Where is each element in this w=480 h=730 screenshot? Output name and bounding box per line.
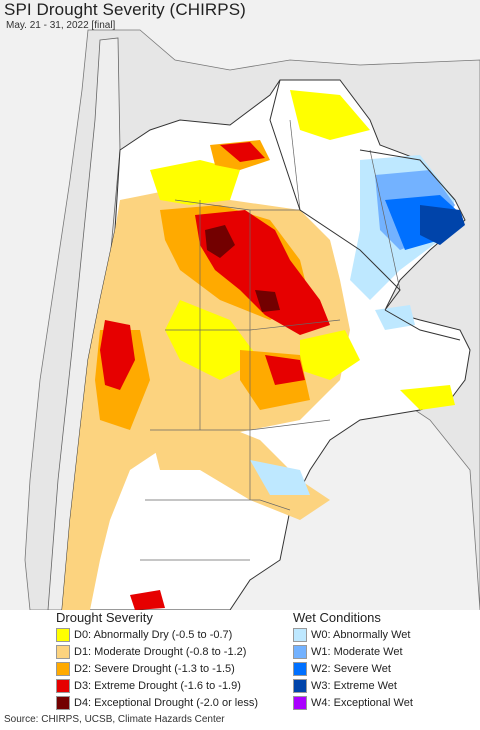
map-subtitle: May. 21 - 31, 2022 [final]: [6, 20, 116, 31]
legend: Drought Severity Wet Conditions D0: Abno…: [0, 610, 480, 710]
drought-map: [0, 0, 480, 610]
legend-label-w1: W1: Moderate Wet: [311, 646, 403, 658]
swatch-w3: [293, 679, 307, 693]
swatch-w1: [293, 645, 307, 659]
w3-region: [420, 205, 465, 245]
drought-legend-title: Drought Severity: [56, 610, 153, 625]
d3-patagonia: [130, 590, 165, 610]
swatch-d0: [56, 628, 70, 642]
legend-label-d3: D3: Extreme Drought (-1.6 to -1.9): [74, 680, 241, 692]
legend-label-d0: D0: Abnormally Dry (-0.5 to -0.7): [74, 629, 233, 641]
d0-north: [150, 160, 240, 205]
legend-item-d4: D4: Exceptional Drought (-2.0 or less): [56, 696, 258, 710]
legend-label-w4: W4: Exceptional Wet: [311, 697, 413, 709]
country-borders: [269, 79, 461, 341]
wet-legend-title: Wet Conditions: [293, 610, 381, 625]
swatch-d2: [56, 662, 70, 676]
d4-south: [255, 290, 280, 312]
swatch-d3: [56, 679, 70, 693]
d3-bolivia: [220, 142, 265, 162]
map-svg: [0, 0, 480, 610]
map-title: SPI Drought Severity (CHIRPS): [4, 0, 246, 19]
legend-label-w0: W0: Abnormally Wet: [311, 629, 411, 641]
w0-uruguay: [375, 305, 415, 330]
legend-label-d4: D4: Exceptional Drought (-2.0 or less): [74, 697, 259, 709]
swatch-w2: [293, 662, 307, 676]
legend-item-d3: D3: Extreme Drought (-1.6 to -1.9): [56, 679, 241, 693]
legend-item-d2: D2: Severe Drought (-1.3 to -1.5): [56, 662, 235, 676]
w0-south: [250, 460, 310, 495]
swatch-w4: [293, 696, 307, 710]
legend-item-w0: W0: Abnormally Wet: [293, 628, 410, 642]
d0-uruguay: [400, 385, 455, 410]
legend-item-w1: W1: Moderate Wet: [293, 645, 403, 659]
swatch-d1: [56, 645, 70, 659]
d3-west: [100, 320, 135, 390]
d0-center: [165, 300, 260, 380]
d0-east: [300, 330, 360, 380]
legend-label-w2: W2: Severe Wet: [311, 663, 391, 675]
legend-item-w2: W2: Severe Wet: [293, 662, 391, 676]
d0-paraguay: [290, 90, 370, 140]
legend-item-w3: W3: Extreme Wet: [293, 679, 397, 693]
province-borders: [140, 119, 401, 561]
legend-label-d2: D2: Severe Drought (-1.3 to -1.5): [74, 663, 235, 675]
source-credit: Source: CHIRPS, UCSB, Climate Hazards Ce…: [4, 714, 225, 725]
swatch-w0: [293, 628, 307, 642]
d3-cordoba: [265, 355, 305, 385]
d4-core: [205, 225, 235, 258]
swatch-d4: [56, 696, 70, 710]
legend-label-w3: W3: Extreme Wet: [311, 680, 397, 692]
legend-label-d1: D1: Moderate Drought (-0.8 to -1.2): [74, 646, 247, 658]
legend-item-d1: D1: Moderate Drought (-0.8 to -1.2): [56, 645, 246, 659]
legend-item-d0: D0: Abnormally Dry (-0.5 to -0.7): [56, 628, 232, 642]
legend-item-w4: W4: Exceptional Wet: [293, 696, 413, 710]
